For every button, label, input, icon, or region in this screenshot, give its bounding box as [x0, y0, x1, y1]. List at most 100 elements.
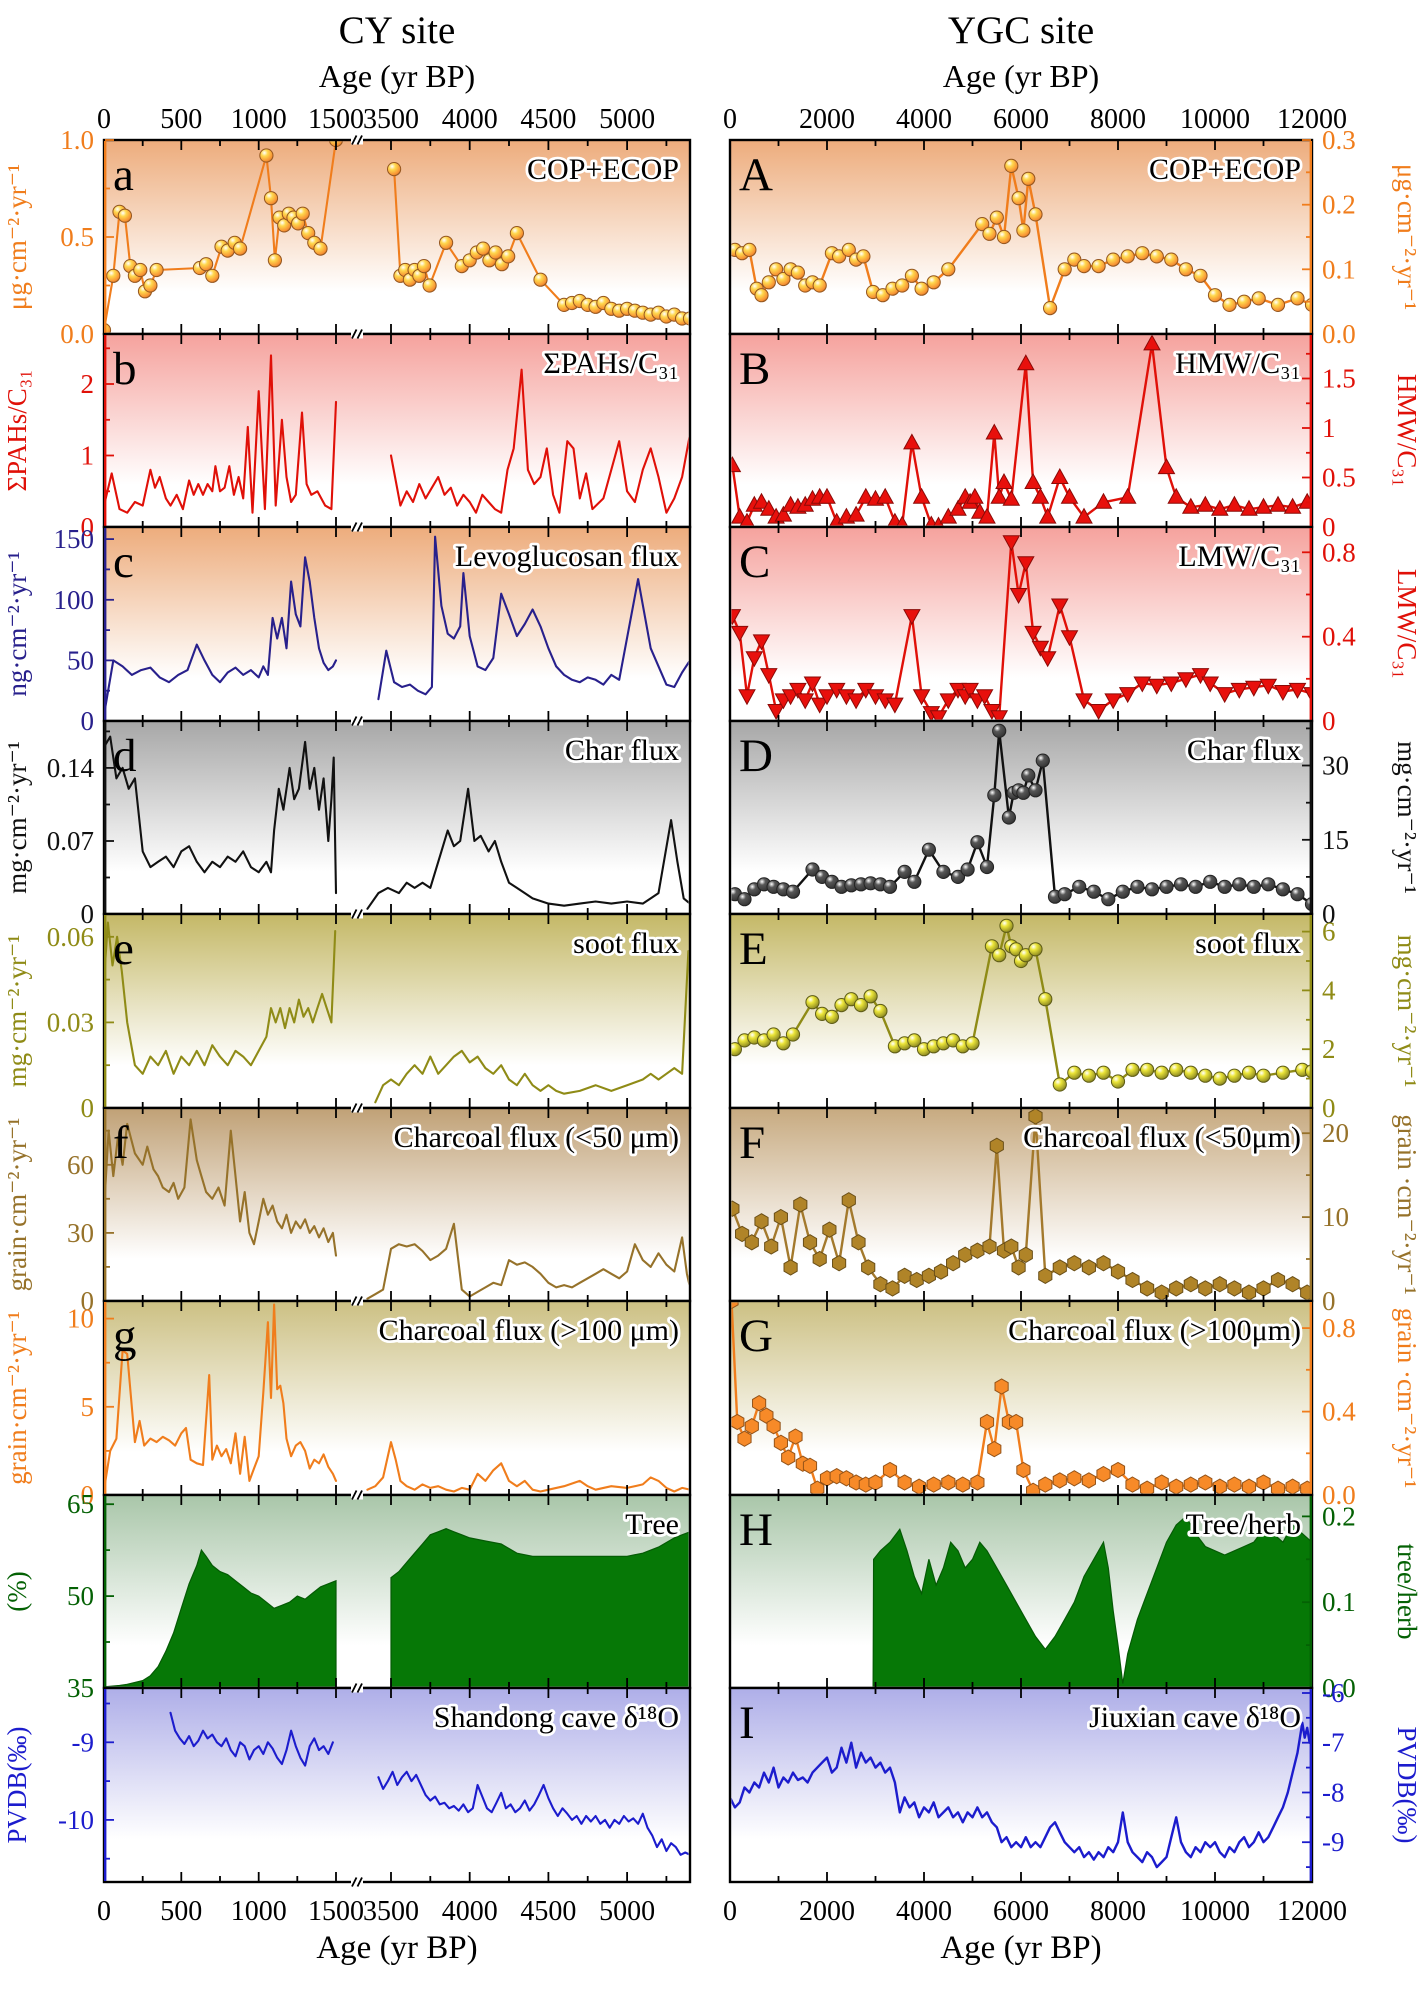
panel-C-ytick: 0.8 — [1322, 537, 1356, 567]
panel-g-ytick: 5 — [81, 1392, 95, 1422]
panel-G-series — [731, 1302, 1311, 1494]
panel-B-letter: B — [739, 343, 770, 395]
panel-b: 2 1 0 b ΣPAHs/C₃₁ ΣPAHs/C₃₁ — [2, 329, 692, 542]
left-x-tick-labels: 0050050010001000150015003500350040004000… — [97, 104, 655, 1927]
panel-C-title: LMW/C₃₁ — [1178, 540, 1301, 573]
svg-text:12000: 12000 — [1277, 1896, 1347, 1927]
panel-e-letter: e — [113, 923, 134, 975]
svg-text:1000: 1000 — [231, 1896, 287, 1927]
panel-D-ytick: 0 — [1322, 899, 1336, 929]
svg-text:4000: 4000 — [442, 1896, 498, 1927]
panel-a-letter: a — [113, 149, 134, 201]
panel-B-ytick: 0 — [1322, 512, 1336, 542]
panel-e-unit: mg·cm⁻²·yr⁻¹ — [2, 935, 32, 1088]
panel-a: 1.0 0.5 0.0 a COP+ECOP μg·cm⁻²·yr⁻¹ — [2, 125, 692, 349]
svg-text:12000: 12000 — [1277, 104, 1347, 135]
panel-f-ytick: 60 — [67, 1150, 94, 1180]
panel-b-series — [105, 354, 689, 514]
panel-c-ytick: 150 — [54, 524, 95, 554]
panel-a-title: COP+ECOP — [527, 153, 679, 186]
panel-D-ytick: 15 — [1322, 825, 1349, 855]
panel-b-ytick: 0 — [81, 512, 95, 542]
panel-H-ytick: 0.1 — [1322, 1587, 1356, 1617]
panel-c-ytick: 50 — [67, 645, 94, 675]
svg-text:2000: 2000 — [799, 1896, 855, 1927]
panel-E: 6 4 2 0 E soot flux mg·cm⁻²·yr⁻¹ — [728, 912, 1422, 1123]
panel-C-series — [731, 535, 1311, 720]
svg-text:4000: 4000 — [896, 1896, 952, 1927]
panel-I-unit: PVDB(‰) — [1392, 1726, 1422, 1843]
panel-A-ytick: 0.2 — [1322, 190, 1356, 220]
svg-text:1000: 1000 — [231, 104, 287, 135]
panel-G-letter: G — [739, 1310, 773, 1362]
cy-bottom-axis-label: Age (yr BP) — [316, 1930, 478, 1966]
panel-I-ytick: -6 — [1322, 1678, 1345, 1708]
svg-text:500: 500 — [160, 1896, 202, 1927]
panel-cave_cy-unit: PVDB(‰) — [2, 1726, 32, 1843]
panel-d-ytick: 0.14 — [47, 753, 95, 783]
panel-H-title: Tree/herb — [1185, 1508, 1301, 1541]
panel-f-ytick: 30 — [67, 1218, 94, 1248]
panel-I: -6 -7 -8 -9 I Jiuxian cave δ¹⁸O PVDB(‰) — [728, 1678, 1422, 1884]
panel-B-ytick: 1 — [1322, 413, 1336, 443]
panel-c-letter: c — [113, 536, 134, 588]
panel-D-series — [731, 723, 1311, 912]
panel-d-series — [105, 735, 689, 910]
cy-site-title: CY site — [338, 9, 456, 52]
panel-I-title: Jiuxian cave δ¹⁸O — [1089, 1701, 1301, 1734]
panel-cave_cy-ytick: -10 — [58, 1805, 94, 1835]
svg-text:10000: 10000 — [1180, 104, 1250, 135]
panel-G-title: Charcoal flux (>100μm) — [1008, 1314, 1301, 1347]
svg-text:1500: 1500 — [308, 104, 364, 135]
panel-B-ytick: 0.5 — [1322, 463, 1356, 493]
svg-text:6000: 6000 — [993, 104, 1049, 135]
svg-text:4000: 4000 — [896, 104, 952, 135]
panel-g: 10 5 0 g Charcoal flux (>100 μm) grain·cm⁻²·y… — [2, 1296, 692, 1510]
panel-b-unit: ΣPAHs/C₃₁ — [2, 369, 32, 491]
panel-d-unit: mg·cm⁻²·yr⁻¹ — [2, 741, 32, 894]
panel-A-series — [731, 158, 1311, 316]
panel-G-ytick: 0.8 — [1322, 1313, 1356, 1343]
panel-cave_cy: -9 -10 Shandong cave δ¹⁸O PVDB(‰) — [2, 1683, 692, 1887]
panel-g-unit: grain·cm⁻²·yr⁻¹ — [2, 1311, 32, 1485]
panel-C: 0.8 0.4 0 C LMW/C₃₁ LMW/C₃₁ — [728, 525, 1422, 736]
panel-e-ytick: 0.03 — [47, 1007, 94, 1037]
svg-text:4000: 4000 — [442, 104, 498, 135]
panel-I-letter: I — [739, 1697, 755, 1749]
panel-f-ytick: 0 — [81, 1286, 95, 1316]
panel-I-ytick: -7 — [1322, 1728, 1345, 1758]
svg-text:4500: 4500 — [520, 1896, 576, 1927]
svg-text:3500: 3500 — [363, 104, 419, 135]
panel-g-ytick: 0 — [81, 1480, 95, 1510]
panel-C-ytick: 0 — [1322, 706, 1336, 736]
panel-e: 0.06 0.03 0 e soot flux mg·cm⁻²·yr⁻¹ — [2, 909, 692, 1123]
panel-tree_cy-ytick: 65 — [67, 1489, 94, 1519]
panel-D-ytick: 30 — [1322, 751, 1349, 781]
panel-f-unit: grain·cm⁻²·yr⁻¹ — [2, 1118, 32, 1292]
panel-A-letter: A — [739, 149, 773, 201]
svg-text:8000: 8000 — [1090, 1896, 1146, 1927]
panel-c: 150 100 50 0 c Levoglucosan flux ng·cm⁻²·yr⁻¹ — [2, 522, 692, 736]
panel-C-ytick: 0.4 — [1322, 622, 1356, 652]
svg-text:5000: 5000 — [599, 1896, 655, 1927]
svg-text:2000: 2000 — [799, 104, 855, 135]
panel-e-ytick: 0.06 — [47, 922, 94, 952]
panel-cave_cy-ytick: -9 — [72, 1727, 95, 1757]
panel-H-unit: tree/herb — [1392, 1544, 1422, 1640]
panel-E-title: soot flux — [1195, 927, 1301, 960]
panel-f-background — [104, 1108, 690, 1301]
panel-I-ytick: -8 — [1322, 1778, 1345, 1808]
panel-D-letter: D — [739, 730, 773, 782]
panel-c-unit: ng·cm⁻²·yr⁻¹ — [2, 551, 32, 696]
panel-tree_cy-series — [105, 1528, 689, 1687]
panel-F-series — [731, 1109, 1311, 1300]
panel-C-unit: LMW/C₃₁ — [1392, 569, 1422, 679]
panel-a-series — [105, 141, 689, 333]
panel-c-ytick: 0 — [81, 706, 95, 736]
panel-H-series — [872, 1515, 1311, 1687]
panel-F-title: Charcoal flux (<50μm) — [1023, 1121, 1301, 1154]
panel-H-letter: H — [739, 1504, 773, 1556]
svg-text:500: 500 — [160, 104, 202, 135]
panel-d: 0.14 0.07 0 d Char flux mg·cm⁻²·yr⁻¹ — [2, 716, 692, 929]
